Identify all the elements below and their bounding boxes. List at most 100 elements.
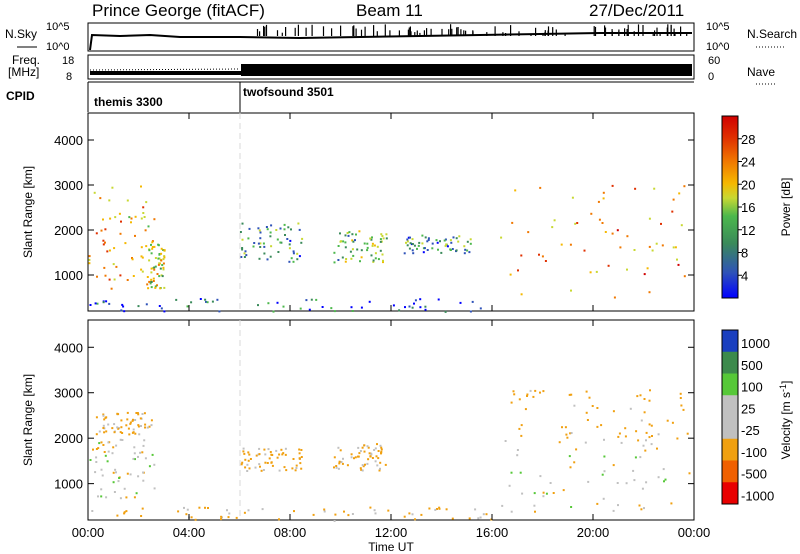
scatter-cell [455,249,458,252]
scatter-cell [356,248,359,251]
scatter-cell [379,461,382,464]
scatter-cell [449,248,452,251]
scatter-cell [121,432,124,434]
scatter-cell [163,310,166,313]
scatter-cell [119,497,122,500]
freq-panel: Freq. [MHz] 18 8 60 0 Nave [8,53,776,85]
scatter-cell [347,514,350,517]
scatter-cell [373,244,376,247]
scatter-cell [248,453,251,456]
scatter-cell [199,298,202,300]
scatter-cell [298,255,301,258]
scatter-cell [253,242,256,244]
power-marks [88,184,686,313]
scatter-cell [510,510,513,513]
scatter-cell [644,449,647,452]
scatter-cell [518,398,521,401]
scatter-cell [343,510,345,513]
scatter-cell [119,232,122,235]
scatter-cell [361,464,364,467]
scatter-cell [676,258,678,261]
velocity-colorbar-block [722,417,738,440]
scatter-cell [241,247,244,249]
scatter-cell [664,478,667,481]
scatter-cell [352,240,355,243]
scatter-cell [419,306,422,309]
scatter-cell [281,453,284,456]
velocity-colorbar-block [722,373,738,396]
scatter-cell [526,393,529,396]
velocity-panel: 1000 2000 3000 4000 00:00 04:00 08:00 12:00 16:… [21,113,710,554]
scatter-cell [439,240,441,243]
scatter-cell [549,482,552,484]
scatter-cell [97,495,99,498]
scatter-cell [159,267,162,270]
scatter-cell [542,491,545,494]
x-tick-label: 00:00 [72,525,105,540]
power-panel: 1000 2000 3000 4000 Slant Range [km] [21,112,695,313]
scatter-cell [295,464,298,467]
scatter-cell [312,513,315,516]
scatter-cell [639,394,642,397]
scatter-cell [127,427,130,430]
scatter-cell [463,252,466,255]
scatter-cell [625,482,628,485]
scatter-cell [676,437,679,440]
scatter-cell [620,441,623,444]
scatter-cell [643,411,646,414]
x-tick-label: 04:00 [173,525,206,540]
scatter-cell [275,229,278,231]
scatter-cell [102,413,105,416]
freq-tick-bottom: 8 [66,71,72,83]
scatter-cell [110,287,113,290]
scatter-cell [366,246,369,249]
scatter-cell [151,240,154,243]
scatter-cell [160,307,163,310]
scatter-cell [133,452,136,455]
scatter-cell [501,504,504,507]
velocity-colorbar-tick-label: -100 [741,445,767,460]
scatter-cell [88,258,91,261]
scatter-cell [321,306,324,308]
scatter-cell [141,451,144,454]
scatter-cell [366,445,369,448]
scatter-cell [607,264,610,267]
scatter-cell [424,236,427,239]
scatter-cell [451,248,454,250]
scatter-cell [516,449,519,451]
scatter-cell [121,303,124,306]
scatter-cell [111,427,114,430]
scatter-cell [112,446,115,449]
scatter-cell [455,237,458,240]
colorbar-tick-label: 16 [741,200,755,215]
scatter-cell [137,424,140,427]
scatter-cell [642,444,645,447]
scatter-cell [459,301,462,304]
scatter-cell [651,435,653,437]
scatter-cell [136,412,139,414]
scatter-cell [421,242,424,245]
scatter-cell [104,228,107,231]
scatter-cell [298,228,301,231]
scatter-cell [95,433,98,436]
scatter-cell [426,249,429,251]
scatter-cell [357,446,360,449]
scatter-cell [440,251,443,254]
scatter-cell [468,251,471,254]
scatter-cell [153,463,156,466]
scatter-cell [137,425,140,428]
scatter-cell [288,243,291,246]
scatter-cell [298,448,301,451]
scatter-cell [369,237,372,240]
scatter-cell [463,245,466,248]
x-tick-label: 12:00 [375,525,408,540]
scatter-cell [105,496,108,499]
scatter-cell [114,216,117,219]
scatter-cell [129,422,132,425]
scatter-cell [561,426,563,429]
scatter-cell [518,427,521,430]
scatter-cell [409,242,412,245]
scatter-cell [216,298,219,301]
scatter-cell [417,244,420,247]
scatter-cell [420,513,423,516]
